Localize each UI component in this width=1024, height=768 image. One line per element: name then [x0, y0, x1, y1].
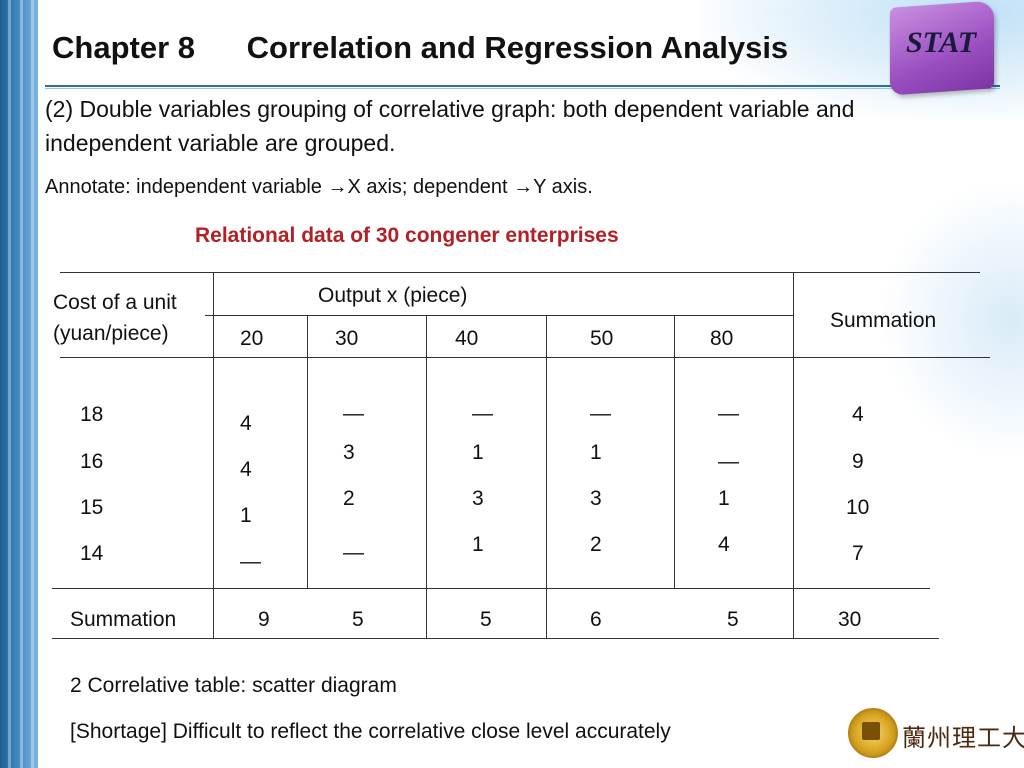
table-col-rule: [307, 315, 308, 588]
frequency-cell: —: [590, 402, 611, 425]
x-value-header: 30: [335, 327, 359, 350]
row-header-label: Cost of a unit: [53, 291, 177, 314]
frequency-cell: 3: [472, 487, 484, 510]
column-total: 5: [480, 608, 492, 631]
frequency-cell: 2: [343, 487, 355, 510]
frequency-cell: 1: [718, 487, 730, 510]
summation-header: Summation: [830, 309, 937, 332]
x-value-header: 50: [590, 327, 614, 350]
table-caption: Relational data of 30 congener enterpris…: [195, 224, 619, 247]
chapter-label: Chapter 8: [52, 30, 195, 65]
summation-row-label: Summation: [70, 608, 177, 631]
cost-value: 18: [80, 403, 104, 426]
row-total: 10: [846, 496, 870, 519]
table-col-rule: [546, 315, 547, 638]
row-total: 9: [852, 450, 864, 473]
cost-value: 16: [80, 450, 104, 473]
university-emblem-center: [862, 722, 880, 740]
intro-paragraph: (2) Double variables grouping of correla…: [45, 96, 855, 156]
frequency-cell: —: [343, 402, 364, 425]
side-decoration-band: [0, 0, 38, 768]
title-divider: [45, 85, 1000, 87]
frequency-cell: 1: [472, 441, 484, 464]
frequency-cell: —: [343, 541, 364, 564]
cost-value: 14: [80, 542, 104, 565]
row-total: 4: [852, 403, 864, 426]
column-total: 5: [727, 608, 739, 631]
table-col-rule: [674, 315, 675, 588]
frequency-cell: 4: [240, 412, 252, 435]
column-total: 5: [352, 608, 364, 631]
column-total: 6: [590, 608, 602, 631]
frequency-cell: —: [240, 550, 261, 573]
frequency-cell: —: [718, 450, 739, 473]
row-header-unit: (yuan/piece): [53, 322, 169, 345]
title-divider-light: [45, 88, 1000, 89]
column-total: 9: [258, 608, 270, 631]
x-value-header: 20: [240, 327, 264, 350]
table-header-bottom-rule: [60, 357, 990, 358]
x-value-header: 40: [455, 327, 479, 350]
output-header: Output x (piece): [318, 284, 468, 307]
frequency-cell: 1: [472, 533, 484, 556]
page-title: Chapter 8 Correlation and Regression Ana…: [52, 30, 788, 66]
x-value-header: 80: [710, 327, 734, 350]
cost-value: 15: [80, 496, 104, 519]
university-name: 蘭州理工大學: [902, 724, 1024, 752]
frequency-cell: 2: [590, 533, 602, 556]
frequency-cell: 4: [240, 458, 252, 481]
table-col-rule: [213, 272, 214, 638]
table-bottom-rule: [52, 638, 939, 639]
table-header-rule: [213, 315, 793, 316]
grand-total: 30: [838, 608, 862, 631]
shortage-note: [Shortage] Difficult to reflect the corr…: [70, 720, 671, 743]
frequency-cell: 3: [343, 441, 355, 464]
table-top-rule: [60, 272, 980, 273]
row-total: 7: [852, 542, 864, 565]
table-col-rule: [793, 272, 794, 638]
stat-badge-label: STAT: [906, 26, 977, 59]
frequency-cell: 4: [718, 533, 730, 556]
chapter-title: Correlation and Regression Analysis: [246, 30, 789, 65]
frequency-cell: 3: [590, 487, 602, 510]
frequency-cell: 1: [590, 441, 602, 464]
frequency-cell: 1: [240, 504, 252, 527]
frequency-cell: —: [472, 402, 493, 425]
annotate-note: Annotate: independent variable →X axis; …: [45, 176, 593, 198]
table-col-rule: [426, 315, 427, 638]
row-header-underline: [205, 315, 214, 316]
table-body-bottom-rule: [52, 588, 930, 589]
scatter-note: 2 Correlative table: scatter diagram: [70, 674, 397, 697]
frequency-cell: —: [718, 402, 739, 425]
side-glow-decoration: [880, 180, 1024, 460]
